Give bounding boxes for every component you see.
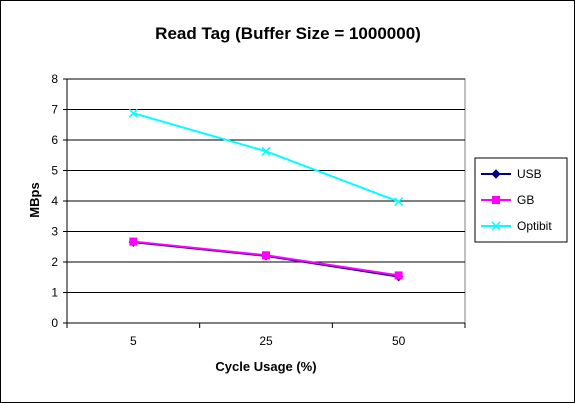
y-tick-label: 3 [51,225,58,239]
legend-label-usb: USB [517,167,542,181]
y-tick-label: 0 [51,316,58,330]
chart-title: Read Tag (Buffer Size = 1000000) [155,24,421,43]
legend-marker-usb [491,169,501,179]
data-point-optibit [261,146,271,156]
x-tick-label: 25 [259,334,273,348]
y-tick-label: 2 [51,255,58,269]
y-tick-label: 8 [51,72,58,86]
data-point-gb [129,237,138,246]
legend-label-gb: GB [517,193,534,207]
data-point-optibit [394,197,404,207]
data-point-gb [262,251,270,260]
x-tick-label: 50 [392,334,406,348]
y-axis-label: MBps [27,182,42,217]
data-point-gb [394,271,403,280]
y-tick-label: 6 [51,133,58,147]
x-axis-label: Cycle Usage (%) [215,359,316,374]
legend: USB GB Optibit [474,157,568,243]
legend-label-optibit: Optibit [517,219,552,233]
y-tick-label: 4 [51,194,58,208]
legend-marker-optibit [491,221,501,231]
plot-area: 0 1 2 3 4 5 6 7 8 5 25 50 [51,72,466,348]
y-tick-label: 1 [51,286,58,300]
legend-marker-gb [492,196,500,204]
y-tick-label: 5 [51,164,58,178]
y-tick-label: 7 [51,103,58,117]
data-point-optibit [128,108,138,118]
x-tick-label: 5 [130,334,137,348]
